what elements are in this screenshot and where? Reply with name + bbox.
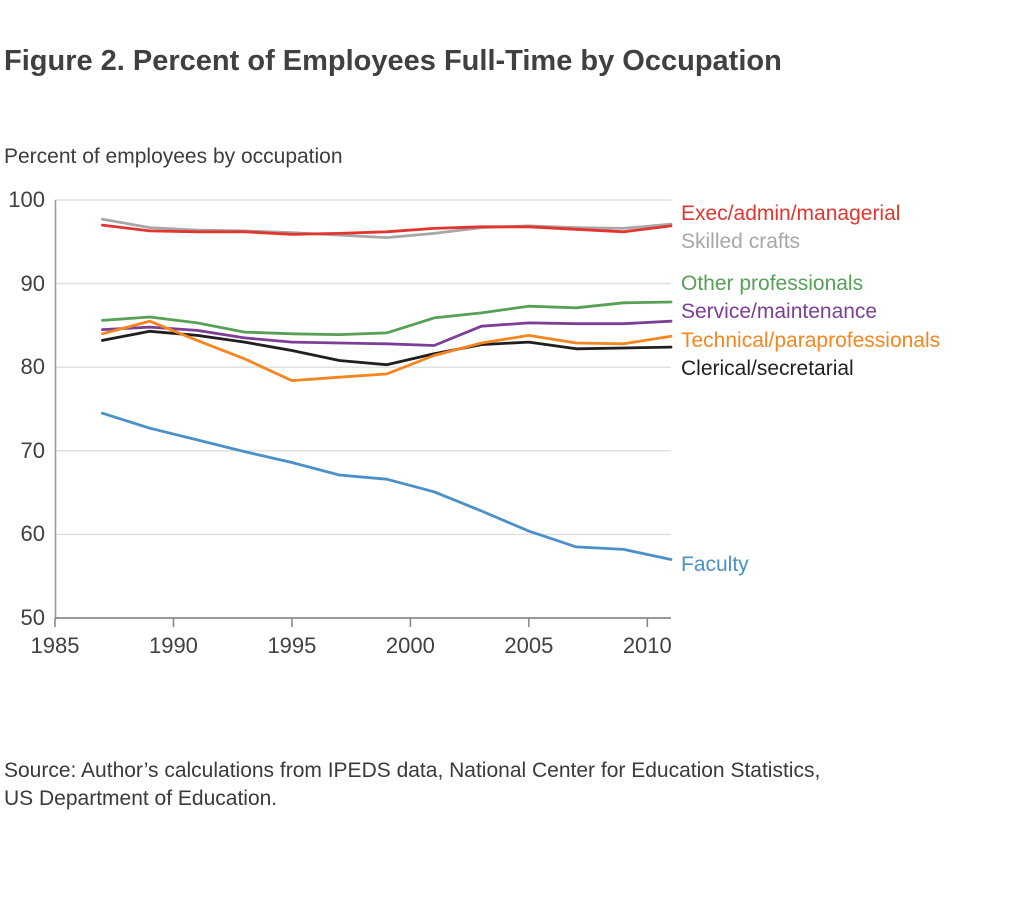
source-note: Source: Author’s calculations from IPEDS… [4,757,984,813]
series-line-skilled-crafts [101,217,673,239]
x-tick-label-2000: 2000 [385,633,435,658]
x-tick-label-1995: 1995 [267,633,317,658]
y-tick-label-70: 70 [20,437,45,463]
plot-area [54,199,673,627]
series-line-technical-paraprofessionals [101,319,673,383]
x-tick-label-1990: 1990 [148,633,198,658]
legend-exec-admin-managerial: Exec/admin/managerial [681,202,901,225]
x-tick-label-2005: 2005 [504,633,554,658]
source-line-2: US Department of Education. [4,787,278,810]
legend-skilled-crafts: Skilled crafts [681,230,801,253]
series-line-service-maintenance [101,319,673,347]
legend-technical-paraprofessionals: Technical/paraprofessionals [681,329,941,352]
series-line-clerical-secretarial [101,329,673,367]
series-line-exec-admin-managerial [101,223,673,236]
y-tick-label-90: 90 [20,270,45,296]
source-line-1: Source: Author’s calculations from IPEDS… [4,759,821,782]
x-tick-label-1985: 1985 [30,633,80,658]
legend-other-professionals: Other professionals [681,272,864,295]
series-line-other-professionals [101,300,673,337]
y-tick-label-80: 80 [20,354,45,380]
legend-clerical-secretarial: Clerical/secretarial [681,357,854,380]
line-chart: 50 60 70 80 90 100 1985 1990 1995 2000 2005 2010 E… [8,187,940,658]
series-line-faculty [101,411,673,561]
legend-faculty: Faculty [681,553,749,576]
y-tick-label-100: 100 [8,187,45,212]
legend-service-maintenance: Service/maintenance [681,300,878,323]
y-axis-note: Percent of employees by occupation [4,145,343,168]
y-tick-label-50: 50 [20,605,45,630]
figure-title: Figure 2. Percent of Employees Full-Time… [4,45,782,77]
x-tick-label-2010: 2010 [622,633,672,658]
y-tick-label-60: 60 [20,521,45,547]
